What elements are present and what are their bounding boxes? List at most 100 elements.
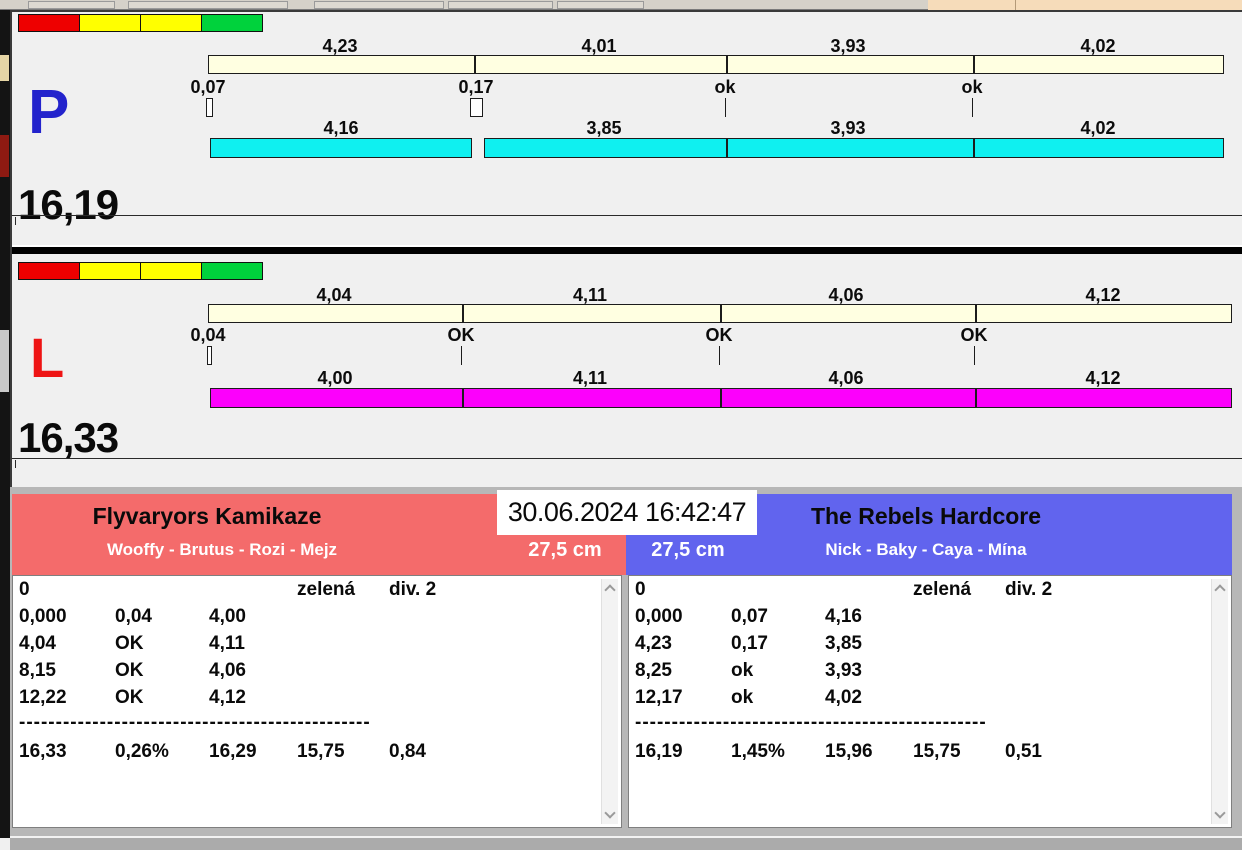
lane-p-top-split-label: 4,01 [581, 36, 617, 56]
background-toolbar-segment [128, 1, 288, 9]
bar-divider [975, 388, 977, 408]
legend-yellow-cell [140, 14, 202, 32]
lane-p-total-time: 16,19 [18, 181, 119, 228]
background-toolbar-segment [314, 1, 444, 9]
team-right-results-list[interactable]: 0 zelená div. 2 0,000 0,07 4,16 4,23 0,1… [628, 575, 1232, 828]
lane-p-marker-label: 0,17 [458, 77, 494, 97]
section-divider-line [12, 458, 1242, 459]
status-color-flag: zelená [913, 579, 972, 600]
background-window-sliver [0, 10, 10, 838]
lane-l-total-time: 16,33 [18, 414, 119, 461]
scroll-up-icon[interactable] [1214, 584, 1226, 596]
legend-yellow-cell [79, 14, 141, 32]
lane-p-marker-label: ok [961, 77, 983, 97]
lane-p-section: P 4,23 4,01 3,93 4,02 0,07 0,17 ok ok 4,… [12, 12, 1242, 245]
teams-section: Flyvaryors Kamikaze Wooffy - Brutus - Ro… [10, 487, 1242, 850]
left-list-scrollbar[interactable] [601, 579, 618, 824]
scroll-down-icon[interactable] [604, 807, 616, 819]
lane-p-start-tick [206, 98, 213, 117]
lane-p-bottom-split-label: 3,85 [586, 118, 622, 138]
lane-p-letter: P [28, 78, 70, 147]
status-color-flag: zelená [297, 579, 356, 600]
lane-p-marker-label: 0,07 [190, 77, 226, 97]
lane-l-bottom-split-label: 4,12 [1085, 368, 1121, 388]
status-division: div. 2 [389, 579, 437, 600]
right-list-scrollbar[interactable] [1211, 579, 1228, 824]
lane-l-bottom-split-label: 4,11 [572, 368, 608, 388]
bar-divider [720, 388, 722, 408]
lane-l-marker-label: OK [705, 325, 733, 345]
lane-l-top-split-label: 4,11 [572, 285, 608, 305]
lane-l-marker-label: 0,04 [190, 325, 226, 345]
status-start: 0 [635, 579, 646, 600]
legend-yellow-cell [79, 262, 141, 280]
background-patch [0, 135, 9, 177]
lane-l-letter: L [30, 326, 65, 389]
timing-display-area: P 4,23 4,01 3,93 4,02 0,07 0,17 ok ok 4,… [10, 10, 1242, 487]
legend-green-cell [201, 14, 263, 32]
background-window-strip [0, 0, 1242, 10]
lane-l-top-split-label: 4,06 [828, 285, 864, 305]
lane-p-ok-tick [725, 98, 726, 117]
datetime-display: 30.06.2024 16:42:47 [497, 490, 757, 535]
team-left-jump-height: 27,5 cm [528, 539, 602, 561]
legend-green-cell [201, 262, 263, 280]
lane-p-official-time-bar [208, 55, 1224, 74]
team-right-name: The Rebels Hardcore [810, 503, 1042, 529]
scroll-down-icon[interactable] [1214, 807, 1226, 819]
bar-divider [462, 388, 464, 408]
bar-divider [975, 304, 977, 323]
lane-l-ok-tick [719, 346, 720, 365]
lane-l-ok-tick [461, 346, 462, 365]
lane-p-bottom-split-label: 4,16 [323, 118, 359, 138]
background-divider [1015, 0, 1016, 10]
bar-divider [973, 138, 975, 158]
legend-red-cell [18, 14, 80, 32]
lane-p-bottom-split-label: 4,02 [1080, 118, 1116, 138]
lane-p-top-split-label: 4,23 [322, 36, 358, 56]
background-toolbar-segment [448, 1, 553, 9]
result-separator: ----------------------------------------… [19, 712, 371, 733]
team-left-results-list[interactable]: 0 zelená div. 2 0,000 0,04 4,00 4,04 OK … [12, 575, 622, 828]
lane-p-top-split-label: 4,02 [1080, 36, 1116, 56]
status-start: 0 [19, 579, 30, 600]
lane-p-light-legend [18, 14, 263, 32]
bar-divider [462, 304, 464, 323]
team-right-header: The Rebels Hardcore Nick - Baky - Caya -… [626, 494, 1232, 575]
background-patch [0, 55, 9, 81]
team-left-members: Wooffy - Brutus - Rozi - Mejz [106, 540, 338, 559]
lane-p-bottom-split-label: 3,93 [830, 118, 866, 138]
lane-p-dog-time-bar [484, 138, 1224, 158]
ruler-zero-tick [15, 460, 16, 468]
result-separator: ----------------------------------------… [635, 712, 987, 733]
status-division: div. 2 [1005, 579, 1053, 600]
lane-l-bottom-split-label: 4,06 [828, 368, 864, 388]
scroll-up-icon[interactable] [604, 584, 616, 596]
background-window-tan-area [928, 0, 1242, 10]
lane-p-ok-tick [972, 98, 973, 117]
lane-l-marker-label: OK [960, 325, 988, 345]
bar-divider [474, 55, 476, 74]
lane-l-top-split-label: 4,12 [1085, 285, 1121, 305]
lane-l-marker-label: OK [447, 325, 475, 345]
team-left-name: Flyvaryors Kamikaze [92, 503, 322, 529]
lane-p-fault-tick [470, 98, 483, 117]
status-bar [10, 836, 1242, 850]
lane-l-section: L 4,04 4,11 4,06 4,12 0,04 OK OK OK 4,00… [12, 254, 1242, 489]
background-toolbar-segment [28, 1, 115, 9]
legend-yellow-cell [140, 262, 202, 280]
lane-l-start-tick [207, 346, 212, 365]
team-right-members: Nick - Baky - Caya - Mína [825, 540, 1027, 559]
lane-l-ok-tick [974, 346, 975, 365]
lane-l-light-legend [18, 262, 263, 280]
lane-l-bottom-split-label: 4,00 [317, 368, 353, 388]
bar-divider [726, 55, 728, 74]
bar-divider [973, 55, 975, 74]
background-toolbar-segment [557, 1, 644, 9]
lane-l-top-split-label: 4,04 [316, 285, 352, 305]
team-right-jump-height: 27,5 cm [651, 539, 725, 561]
lane-l-dog-time-bar [210, 388, 1232, 408]
section-divider-line [12, 215, 1242, 216]
bar-divider [720, 304, 722, 323]
lane-p-top-split-label: 3,93 [830, 36, 866, 56]
